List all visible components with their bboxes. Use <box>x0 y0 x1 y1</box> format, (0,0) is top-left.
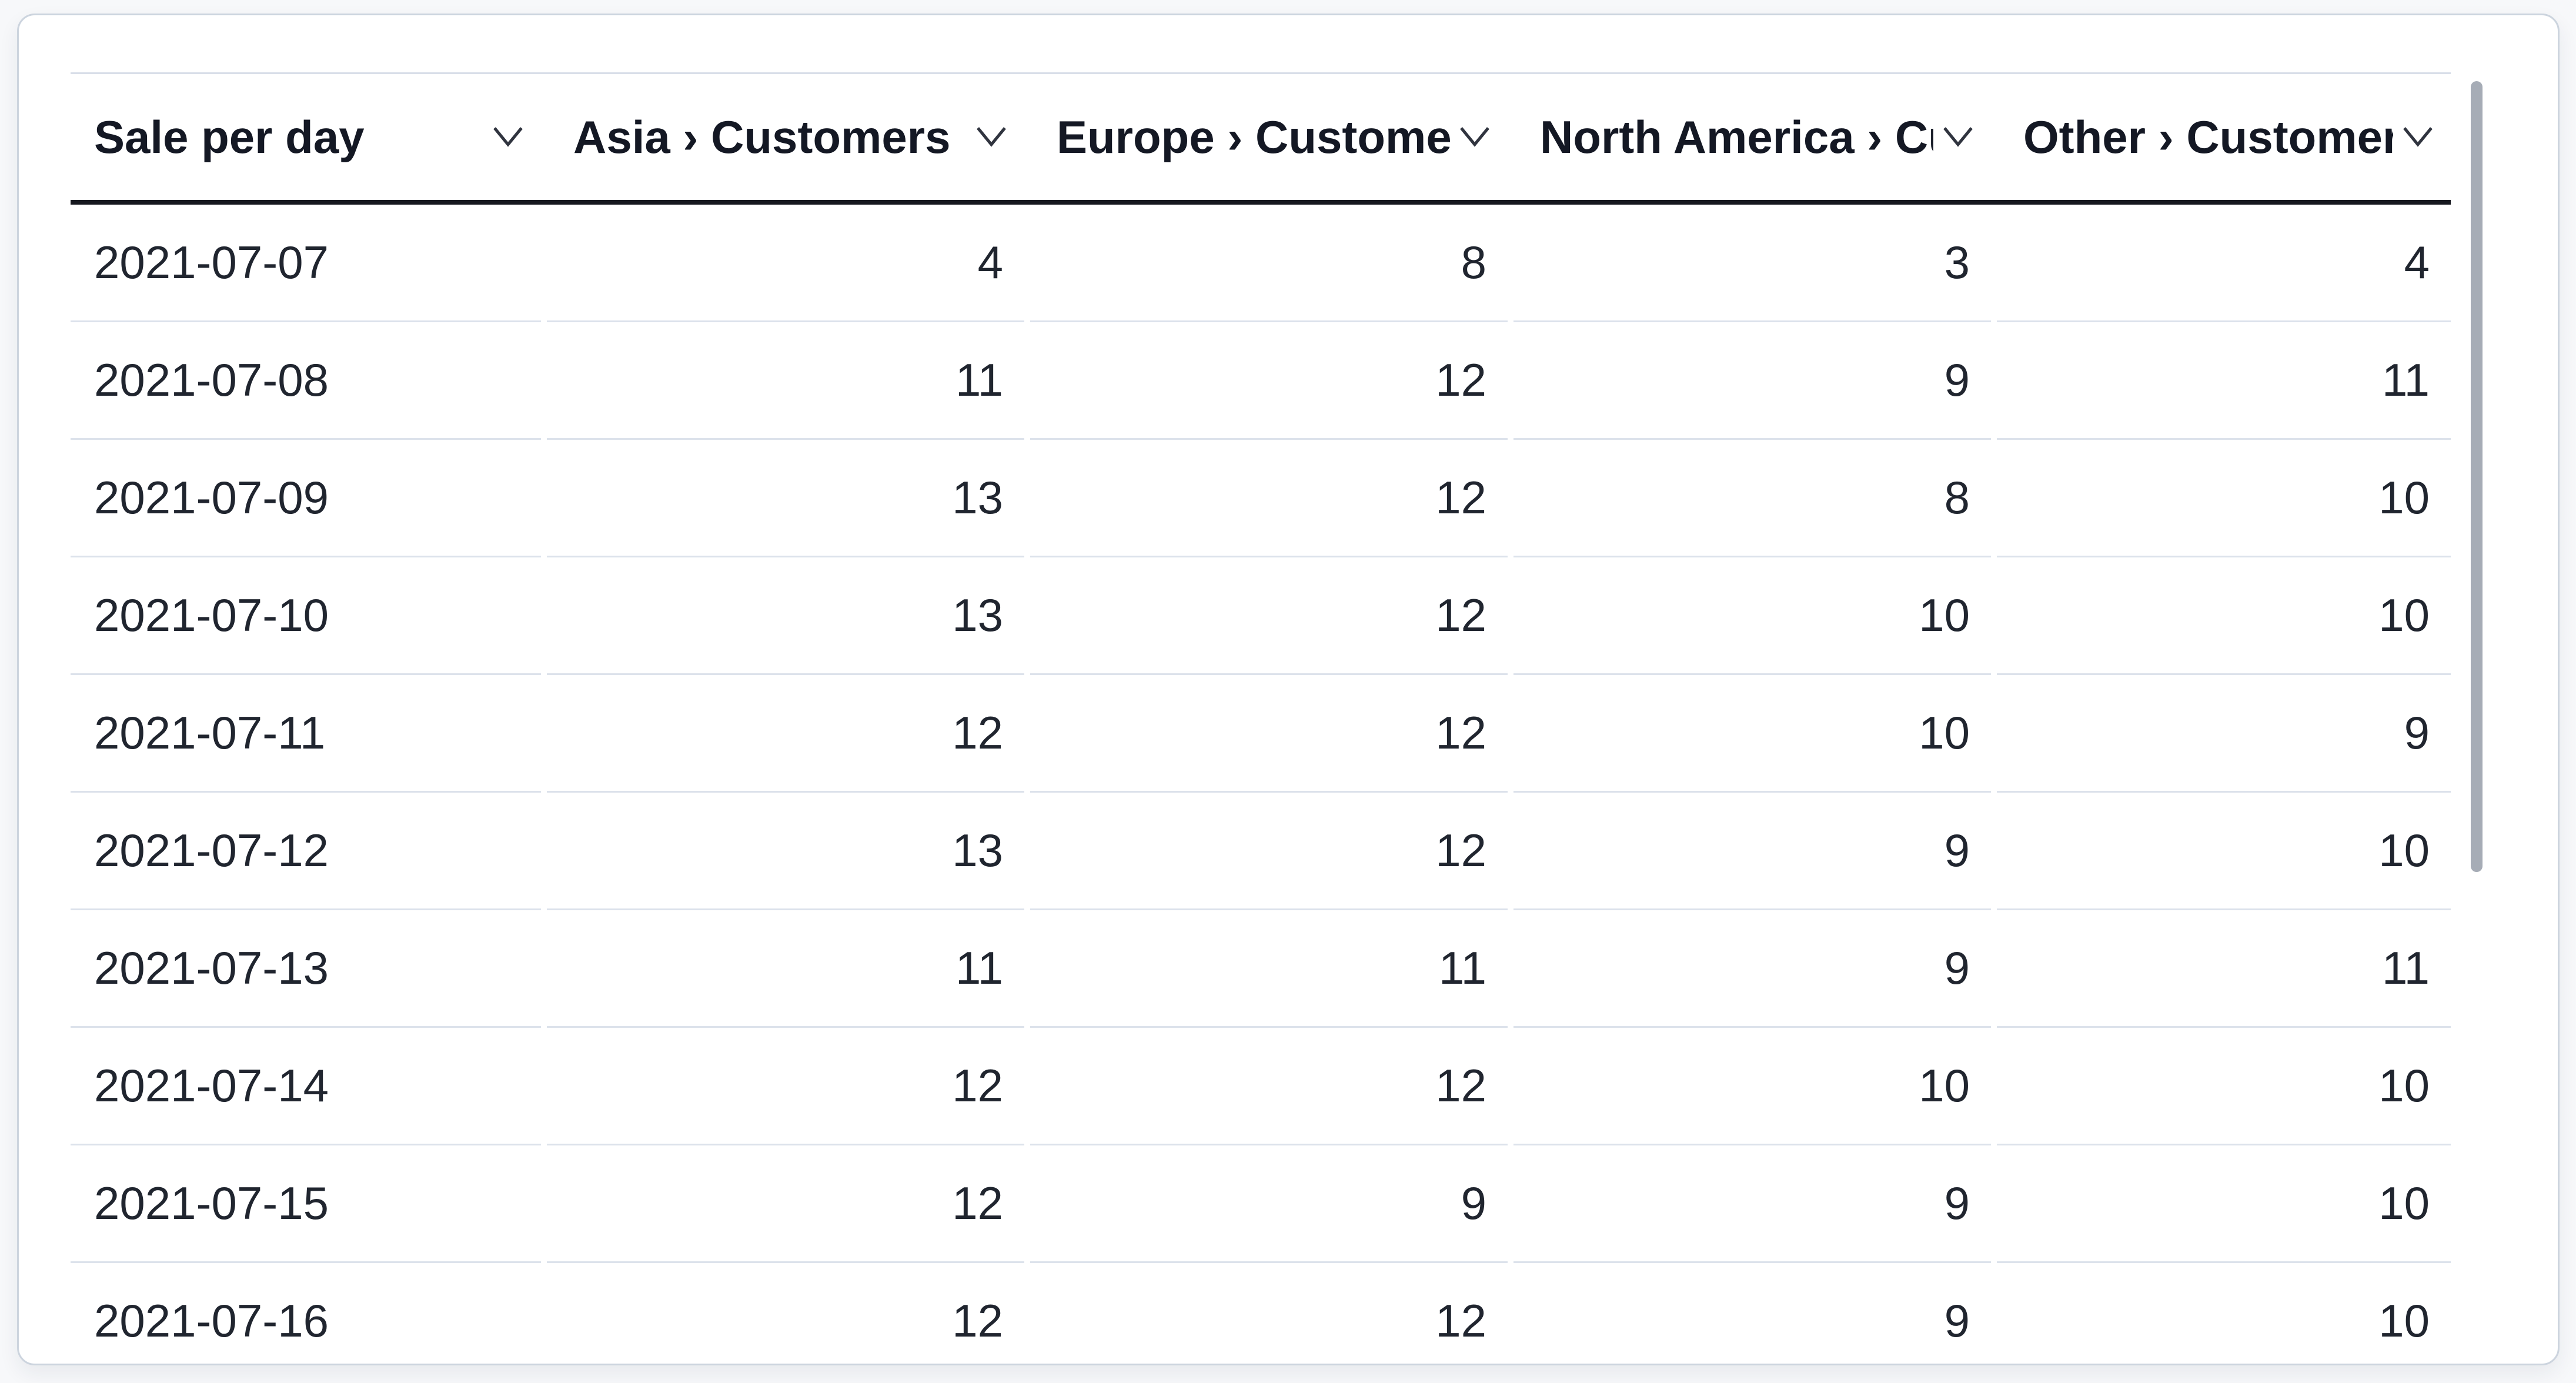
column-header-label: Other › Customers <box>2023 111 2393 163</box>
value-cell: 9 <box>1997 675 2451 793</box>
date-cell: 2021-07-08 <box>71 322 541 440</box>
value-cell: 11 <box>1997 322 2451 440</box>
table-row: 2021-07-11 12 12 10 9 <box>71 675 2451 793</box>
date-cell: 2021-07-16 <box>71 1263 541 1364</box>
table-body: 2021-07-07 4 8 3 4 2021-07-08 11 12 9 11… <box>71 205 2451 1364</box>
value-cell: 10 <box>1513 1028 1991 1145</box>
table-card: Sale per day Asia › Customers Europe › C… <box>17 14 2560 1365</box>
chevron-down-icon[interactable] <box>1458 124 1491 150</box>
value-cell: 13 <box>547 793 1024 910</box>
column-header-north-america-customers[interactable]: North America › Customers <box>1513 74 1991 200</box>
table-row: 2021-07-15 12 9 9 10 <box>71 1145 2451 1263</box>
value-cell: 9 <box>1030 1145 1508 1263</box>
value-cell: 8 <box>1030 205 1508 322</box>
value-cell: 8 <box>1513 440 1991 557</box>
date-cell: 2021-07-12 <box>71 793 541 910</box>
date-cell: 2021-07-11 <box>71 675 541 793</box>
date-cell: 2021-07-07 <box>71 205 541 322</box>
value-cell: 9 <box>1513 793 1991 910</box>
value-cell: 10 <box>1997 1145 2451 1263</box>
value-cell: 9 <box>1513 1145 1991 1263</box>
value-cell: 13 <box>547 557 1024 675</box>
value-cell: 12 <box>1030 322 1508 440</box>
value-cell: 11 <box>547 322 1024 440</box>
vertical-scrollbar-thumb[interactable] <box>2471 81 2483 872</box>
value-cell: 10 <box>1997 1263 2451 1364</box>
value-cell: 12 <box>547 675 1024 793</box>
value-cell: 12 <box>1030 675 1508 793</box>
value-cell: 12 <box>1030 1263 1508 1364</box>
value-cell: 12 <box>1030 557 1508 675</box>
value-cell: 11 <box>1030 910 1508 1028</box>
chevron-down-icon[interactable] <box>975 124 1008 150</box>
table-row: 2021-07-10 13 12 10 10 <box>71 557 2451 675</box>
column-header-asia-customers[interactable]: Asia › Customers <box>547 74 1024 200</box>
value-cell: 10 <box>1997 793 2451 910</box>
table-header-row: Sale per day Asia › Customers Europe › C… <box>71 72 2451 205</box>
date-cell: 2021-07-10 <box>71 557 541 675</box>
value-cell: 12 <box>547 1263 1024 1364</box>
value-cell: 3 <box>1513 205 1991 322</box>
value-cell: 12 <box>547 1028 1024 1145</box>
value-cell: 12 <box>1030 1028 1508 1145</box>
column-header-label: Sale per day <box>94 111 365 163</box>
value-cell: 9 <box>1513 322 1991 440</box>
value-cell: 10 <box>1513 675 1991 793</box>
value-cell: 10 <box>1513 557 1991 675</box>
value-cell: 12 <box>547 1145 1024 1263</box>
value-cell: 9 <box>1513 1263 1991 1364</box>
table-row: 2021-07-08 11 12 9 11 <box>71 322 2451 440</box>
table-row: 2021-07-14 12 12 10 10 <box>71 1028 2451 1145</box>
value-cell: 11 <box>547 910 1024 1028</box>
column-header-europe-customers[interactable]: Europe › Customers <box>1030 74 1508 200</box>
value-cell: 4 <box>1997 205 2451 322</box>
date-cell: 2021-07-09 <box>71 440 541 557</box>
date-cell: 2021-07-13 <box>71 910 541 1028</box>
table-row: 2021-07-13 11 11 9 11 <box>71 910 2451 1028</box>
table-row: 2021-07-07 4 8 3 4 <box>71 205 2451 322</box>
column-header-label: Europe › Customers <box>1057 111 1450 163</box>
value-cell: 12 <box>1030 793 1508 910</box>
chevron-down-icon[interactable] <box>1942 124 1974 150</box>
value-cell: 10 <box>1997 557 2451 675</box>
column-header-label: North America › Customers <box>1540 111 1933 163</box>
date-cell: 2021-07-14 <box>71 1028 541 1145</box>
value-cell: 10 <box>1997 1028 2451 1145</box>
chevron-down-icon[interactable] <box>492 124 524 150</box>
column-header-other-customers[interactable]: Other › Customers <box>1997 74 2451 200</box>
table-row: 2021-07-09 13 12 8 10 <box>71 440 2451 557</box>
chevron-down-icon[interactable] <box>2401 124 2434 150</box>
table-row: 2021-07-12 13 12 9 10 <box>71 793 2451 910</box>
table-row: 2021-07-16 12 12 9 10 <box>71 1263 2451 1364</box>
value-cell: 13 <box>547 440 1024 557</box>
value-cell: 11 <box>1997 910 2451 1028</box>
value-cell: 12 <box>1030 440 1508 557</box>
column-header-label: Asia › Customers <box>573 111 951 163</box>
value-cell: 9 <box>1513 910 1991 1028</box>
column-header-sale-per-day[interactable]: Sale per day <box>71 74 541 200</box>
value-cell: 4 <box>547 205 1024 322</box>
sales-table: Sale per day Asia › Customers Europe › C… <box>71 72 2451 1364</box>
date-cell: 2021-07-15 <box>71 1145 541 1263</box>
value-cell: 10 <box>1997 440 2451 557</box>
